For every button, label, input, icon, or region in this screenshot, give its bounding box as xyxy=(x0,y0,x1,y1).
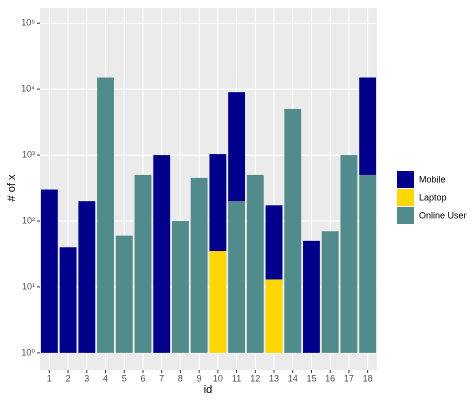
bar xyxy=(265,279,283,353)
legend-label: Online User xyxy=(419,210,467,220)
x-tick-label: 5 xyxy=(122,373,127,383)
y-tick-label: 10² xyxy=(22,215,35,225)
legend-label: Laptop xyxy=(419,192,447,202)
x-tick-label: 13 xyxy=(269,373,279,383)
x-tick-label: 14 xyxy=(288,373,298,383)
bar xyxy=(359,77,377,175)
legend-key xyxy=(397,171,414,188)
x-tick-label: 15 xyxy=(306,373,316,383)
y-tick-label: 10⁴ xyxy=(21,84,35,94)
x-tick-label: 6 xyxy=(140,373,145,383)
x-tick-label: 10 xyxy=(213,373,223,383)
x-axis-title: id xyxy=(204,384,213,396)
bar xyxy=(340,155,358,353)
x-tick-label: 4 xyxy=(103,373,108,383)
bar xyxy=(359,174,377,353)
bar xyxy=(265,205,283,280)
bar xyxy=(115,235,133,353)
bar xyxy=(153,155,171,353)
x-tick-label: 1 xyxy=(47,373,52,383)
bar xyxy=(40,189,58,353)
bar xyxy=(246,174,264,353)
x-tick-label: 12 xyxy=(250,373,260,383)
bar xyxy=(284,108,302,353)
bar xyxy=(59,247,77,353)
y-tick-label: 10⁵ xyxy=(21,18,35,28)
bar xyxy=(209,154,227,252)
x-tick-label: 8 xyxy=(178,373,183,383)
y-tick-label: 10⁰ xyxy=(21,347,35,357)
bar xyxy=(134,174,152,353)
x-tick-label: 18 xyxy=(363,373,373,383)
x-tick-label: 2 xyxy=(66,373,71,383)
x-tick-label: 11 xyxy=(232,373,241,383)
bar xyxy=(321,231,339,353)
legend-label: Mobile xyxy=(419,174,446,184)
bar xyxy=(171,221,189,353)
bar xyxy=(228,201,246,353)
legend-key xyxy=(397,189,414,206)
x-tick-label: 3 xyxy=(84,373,89,383)
panel xyxy=(40,8,377,370)
bar xyxy=(190,177,208,353)
x-tick-label: 7 xyxy=(159,373,164,383)
bar xyxy=(228,92,246,202)
bar xyxy=(78,201,96,353)
x-tick-label: 16 xyxy=(325,373,335,383)
y-tick-label: 10¹ xyxy=(22,281,35,291)
legend-key xyxy=(397,207,414,224)
bar xyxy=(97,77,114,353)
bar xyxy=(209,251,227,353)
bar xyxy=(303,240,320,353)
x-tick-label: 9 xyxy=(197,373,202,383)
y-tick-label: 10³ xyxy=(22,149,35,159)
x-tick-label: 17 xyxy=(344,373,354,383)
y-axis-title: # of x xyxy=(6,174,18,201)
